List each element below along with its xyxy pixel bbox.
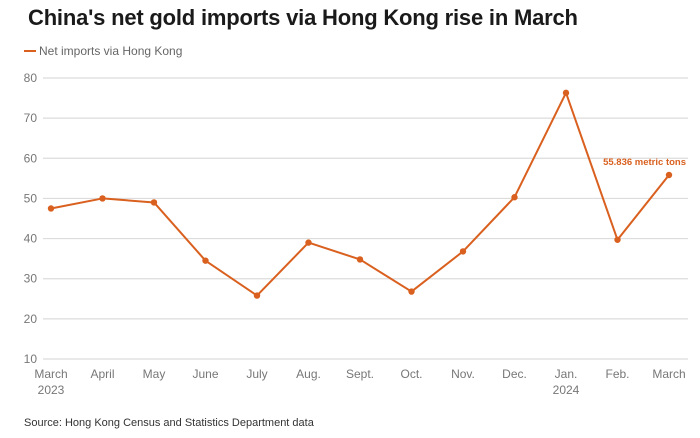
series-line xyxy=(50,91,670,297)
y-axis-ticks: 10 20 30 40 50 60 70 80 xyxy=(24,71,38,366)
y-tick-label: 50 xyxy=(24,191,38,205)
series-layer xyxy=(47,89,673,299)
x-tick-label: March xyxy=(34,367,67,381)
y-tick-label: 60 xyxy=(24,151,38,165)
chart-title: China's net gold imports via Hong Kong r… xyxy=(28,5,578,30)
x-tick-label: Sept. xyxy=(346,367,374,381)
y-tick-label: 40 xyxy=(24,232,38,246)
data-point xyxy=(459,248,467,255)
x-tick-label: Oct. xyxy=(400,367,422,381)
data-point xyxy=(305,239,312,246)
legend: Net imports via Hong Kong xyxy=(24,44,182,58)
x-axis-ticks: March 2023 April May June July Aug. Sept. Oct. No… xyxy=(34,367,685,397)
legend-label: Net imports via Hong Kong xyxy=(39,44,183,58)
x-tick-label: April xyxy=(90,367,114,381)
data-point xyxy=(408,288,415,295)
data-point xyxy=(99,195,106,202)
x-tick-label: Dec. xyxy=(502,367,527,381)
data-point xyxy=(202,257,209,264)
y-tick-label: 80 xyxy=(24,71,38,85)
x-tick-label: Feb. xyxy=(605,367,629,381)
data-point xyxy=(665,171,673,179)
data-point xyxy=(614,236,621,243)
y-tick-label: 10 xyxy=(24,352,38,366)
data-point xyxy=(47,205,55,212)
x-tick-label: Nov. xyxy=(451,367,475,381)
legend-swatch xyxy=(24,50,36,52)
x-tick-label: June xyxy=(192,367,218,381)
x-tick-sublabel: 2023 xyxy=(38,383,65,397)
x-tick-sublabel: 2024 xyxy=(553,383,580,397)
y-tick-label: 70 xyxy=(24,111,38,125)
y-tick-label: 20 xyxy=(24,312,38,326)
x-tick-label: Jan. xyxy=(555,367,578,381)
data-point xyxy=(511,194,518,201)
data-point xyxy=(562,89,570,97)
x-tick-label: March xyxy=(652,367,685,381)
annotations: 55.836 metric tons xyxy=(603,157,686,168)
source-note: Source: Hong Kong Census and Statistics … xyxy=(24,417,314,429)
x-tick-label: May xyxy=(143,367,166,381)
gridlines xyxy=(43,77,688,360)
data-point xyxy=(253,292,261,299)
x-tick-label: July xyxy=(246,367,267,381)
data-point xyxy=(150,199,158,206)
data-label: 55.836 metric tons xyxy=(603,157,686,168)
y-tick-label: 30 xyxy=(24,272,38,286)
data-point xyxy=(356,256,364,263)
x-tick-label: Aug. xyxy=(296,367,321,381)
